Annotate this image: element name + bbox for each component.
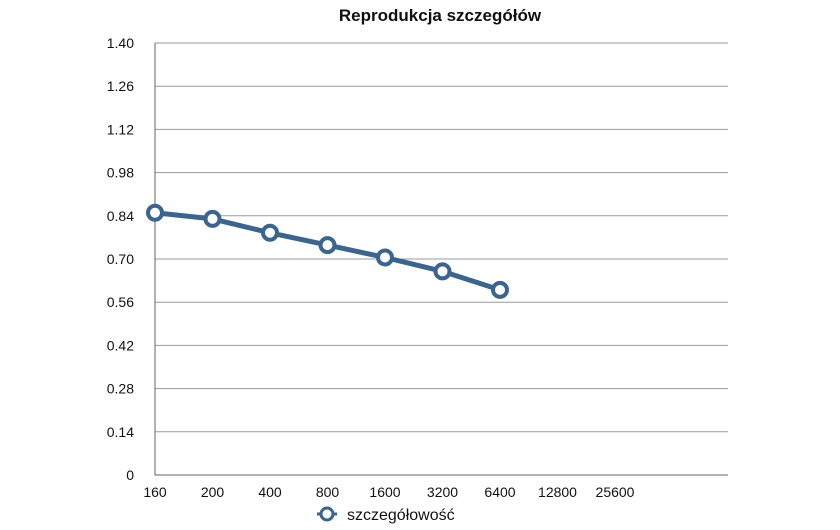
y-tick-label-6: 0.84: [107, 208, 134, 224]
axis-lines: [154, 43, 728, 476]
y-tick-label-2: 0.28: [107, 381, 134, 397]
x-tick-label-3200: 3200: [427, 484, 458, 500]
data-point-800: [318, 236, 337, 255]
x-tick-labels: 160 200 400 800 1600 3200 6400 12800 25600: [143, 484, 634, 500]
y-tick-labels: 0 0.14 0.28 0.42 0.56 0.70 0.84 0.98 1.12 1.26 1.4…: [107, 35, 134, 483]
data-point-3200: [433, 262, 452, 281]
y-tick-label-4: 0.56: [107, 294, 134, 310]
legend: szczegółowość: [317, 506, 455, 524]
data-point-400: [261, 223, 279, 242]
x-tick-label-200: 200: [201, 484, 225, 500]
x-tick-label-6400: 6400: [484, 484, 515, 500]
y-tick-label-0: 0: [126, 467, 134, 483]
x-tick-label-400: 400: [258, 484, 282, 500]
y-tick-label-10: 1.40: [107, 35, 134, 51]
x-tick-label-1600: 1600: [369, 484, 400, 500]
y-tick-label-7: 0.98: [107, 165, 134, 181]
y-tick-label-1: 0.14: [107, 424, 134, 440]
chart-title: Reprodukcja szczegółów: [339, 6, 542, 25]
series-layer: [146, 203, 509, 299]
x-tick-label-800: 800: [316, 484, 340, 500]
legend-label-0: szczegółowość: [347, 507, 455, 524]
legend-marker-0: [319, 506, 335, 522]
grid-lines: [155, 42, 728, 433]
x-tick-label-12800: 12800: [538, 484, 577, 500]
y-tick-label-5: 0.70: [107, 251, 134, 267]
y-tick-label-9: 1.26: [107, 78, 134, 94]
data-point-6400: [491, 280, 509, 299]
x-tick-label-25600: 25600: [596, 484, 635, 500]
data-point-200: [203, 209, 222, 228]
y-tick-label-8: 1.12: [107, 121, 134, 137]
data-point-1600: [376, 248, 394, 267]
data-point-160: [146, 203, 164, 222]
y-tick-label-3: 0.42: [107, 337, 134, 353]
x-tick-label-160: 160: [143, 484, 167, 500]
